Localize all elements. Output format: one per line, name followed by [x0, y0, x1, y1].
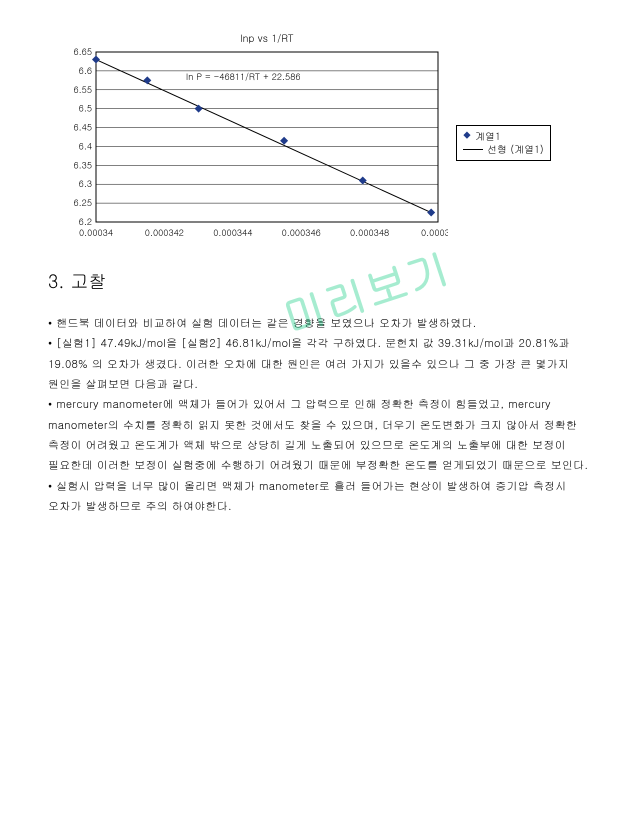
legend-label-2: 선형 (계열1)	[487, 143, 544, 156]
svg-text:6.4: 6.4	[79, 139, 92, 152]
svg-text:6.55: 6.55	[73, 83, 92, 96]
svg-text:0.00035: 0.00035	[421, 226, 448, 239]
line-icon	[463, 149, 483, 150]
svg-text:0.00034: 0.00034	[79, 226, 113, 239]
paragraph-4: • 실험시 압력을 너무 많이 올리면 액체가 manometer로 흘러 들어…	[48, 477, 600, 518]
svg-text:6.25: 6.25	[73, 196, 92, 209]
paragraph-3: • mercury manometer에 액체가 들어가 있어서 그 압력으로 …	[48, 395, 600, 476]
svg-text:6.3: 6.3	[79, 177, 92, 190]
paragraph-2: • [실험1] 47.49kJ/mol을 [실험2] 46.81kJ/mol을 …	[48, 334, 600, 395]
diamond-icon	[463, 132, 471, 140]
chart-with-legend: lnp vs 1/RT6.26.256.36.356.46.456.56.556…	[48, 30, 600, 255]
svg-text:0.000348: 0.000348	[350, 226, 389, 239]
paragraph-1: • 핸드북 데이터와 비교하여 실험 데이터는 같은 경향을 보였으나 오차가 …	[48, 314, 600, 334]
svg-text:6.65: 6.65	[73, 45, 92, 58]
svg-text:6.45: 6.45	[73, 121, 92, 134]
svg-text:lnp vs 1/RT: lnp vs 1/RT	[240, 31, 294, 45]
chart-area: lnp vs 1/RT6.26.256.36.356.46.456.56.556…	[48, 30, 448, 255]
svg-text:6.6: 6.6	[79, 64, 92, 77]
svg-text:0.000344: 0.000344	[213, 226, 252, 239]
svg-text:0.000346: 0.000346	[282, 226, 321, 239]
legend-trendline: 선형 (계열1)	[463, 143, 544, 156]
svg-text:ln P = -46811/RT + 22.586: ln P = -46811/RT + 22.586	[186, 70, 301, 83]
svg-text:6.35: 6.35	[73, 158, 92, 171]
svg-text:0.000342: 0.000342	[145, 226, 184, 239]
lnp-vs-1rt-chart: lnp vs 1/RT6.26.256.36.356.46.456.56.556…	[48, 30, 448, 250]
legend-series1: 계열1	[463, 130, 544, 143]
chart-legend: 계열1 선형 (계열1)	[456, 125, 551, 161]
svg-text:6.5: 6.5	[79, 102, 92, 115]
section-heading: 3. 고찰	[48, 269, 600, 294]
legend-label-1: 계열1	[475, 130, 501, 143]
body-text: • 핸드북 데이터와 비교하여 실험 데이터는 같은 경향을 보였으나 오차가 …	[48, 314, 600, 517]
page-content: lnp vs 1/RT6.26.256.36.356.46.456.56.556…	[0, 0, 640, 537]
